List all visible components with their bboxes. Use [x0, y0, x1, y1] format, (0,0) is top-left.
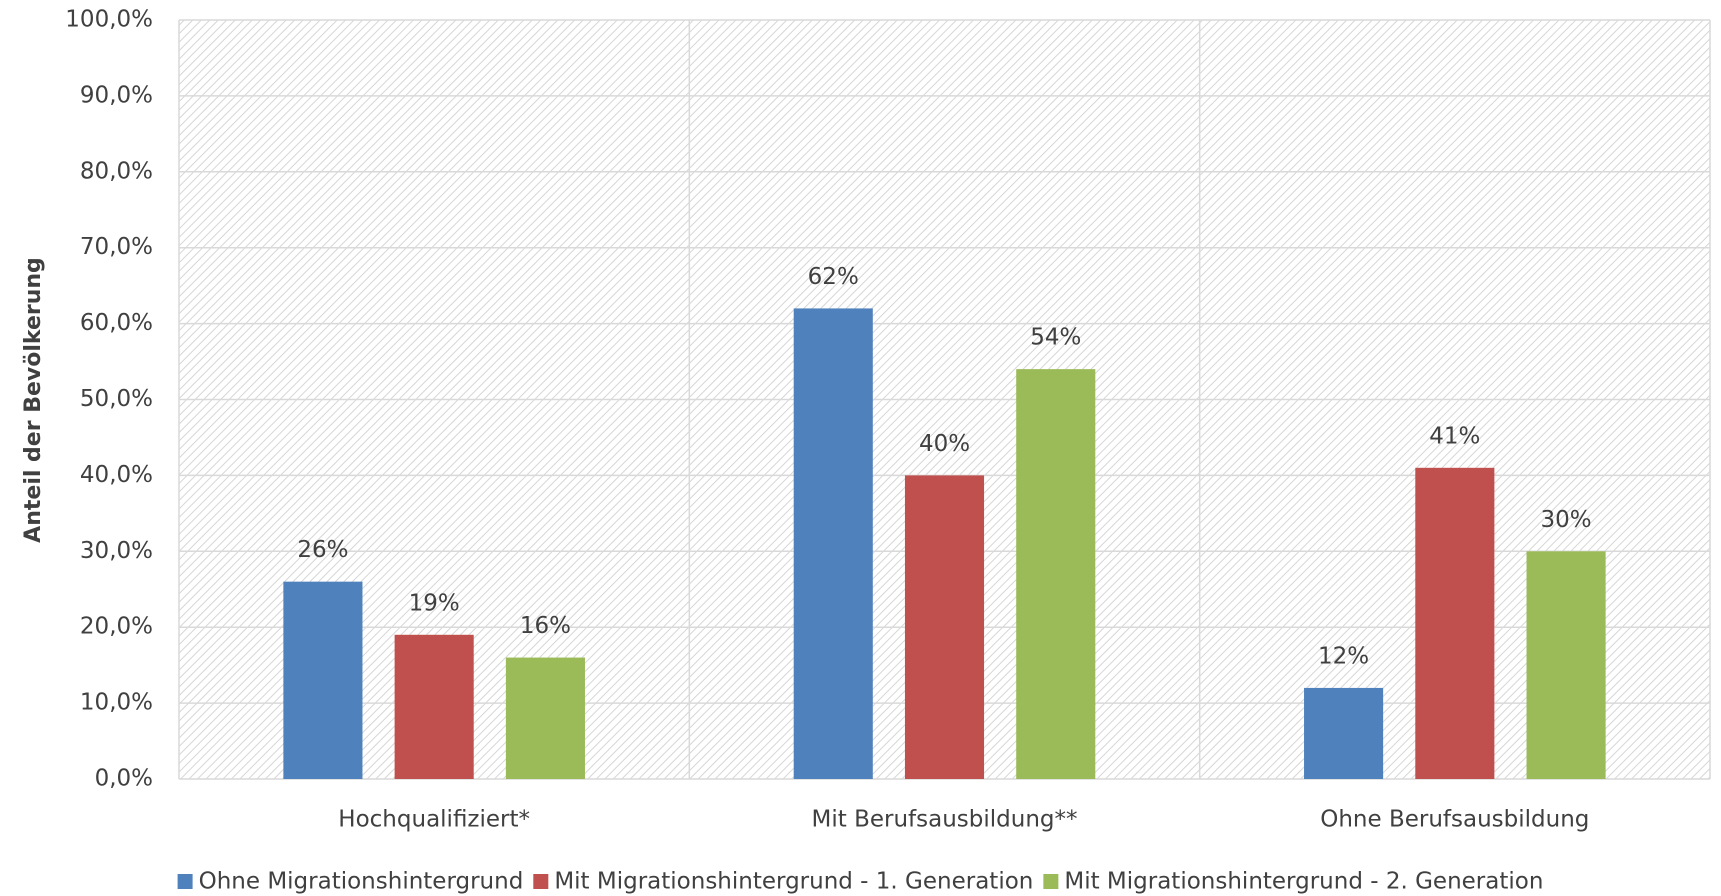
data-label: 62%	[808, 264, 859, 290]
x-tick-label: Hochqualifiziert*	[338, 807, 530, 833]
data-label: 40%	[919, 431, 970, 457]
y-tick-label: 40,0%	[80, 462, 153, 488]
bar	[283, 581, 363, 779]
bar	[1016, 369, 1096, 779]
data-label: 19%	[409, 590, 460, 616]
legend-label: Mit Migrationshintergrund - 2. Generatio…	[1064, 869, 1543, 895]
legend-swatch	[177, 874, 193, 889]
y-tick-label: 100,0%	[65, 7, 153, 33]
legend-label: Mit Migrationshintergrund - 1. Generatio…	[554, 869, 1033, 895]
legend-swatch	[533, 874, 549, 889]
legend-swatch	[1043, 874, 1059, 889]
legend-label: Ohne Migrationshintergrund	[199, 869, 524, 895]
bar	[793, 308, 873, 779]
bar	[904, 475, 985, 779]
y-axis-title: Anteil der Bevölkerung	[21, 257, 46, 543]
y-tick-label: 70,0%	[80, 234, 153, 260]
bar	[1526, 551, 1606, 779]
bar	[394, 634, 474, 779]
data-label: 30%	[1541, 507, 1592, 533]
y-tick-label: 60,0%	[80, 310, 153, 336]
y-tick-label: 0,0%	[95, 766, 153, 792]
y-tick-label: 90,0%	[80, 82, 153, 108]
x-tick-label: Mit Berufsausbildung**	[812, 807, 1078, 833]
data-label: 16%	[520, 613, 571, 639]
y-tick-label: 20,0%	[80, 614, 153, 640]
y-tick-label: 30,0%	[80, 538, 153, 564]
data-label: 54%	[1030, 325, 1081, 351]
bar	[505, 657, 585, 779]
data-label: 12%	[1318, 643, 1369, 669]
data-label: 41%	[1429, 423, 1480, 449]
y-tick-label: 10,0%	[80, 690, 153, 716]
data-label: 26%	[297, 537, 348, 563]
x-tick-label: Ohne Berufsausbildung	[1320, 807, 1589, 833]
bar	[1304, 687, 1384, 779]
y-tick-label: 80,0%	[80, 158, 153, 184]
y-tick-label: 50,0%	[80, 386, 153, 412]
bar	[1415, 467, 1495, 779]
